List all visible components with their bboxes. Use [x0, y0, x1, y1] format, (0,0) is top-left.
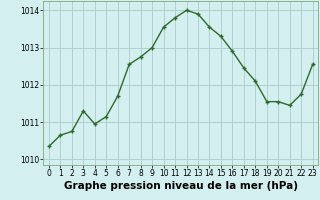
- X-axis label: Graphe pression niveau de la mer (hPa): Graphe pression niveau de la mer (hPa): [64, 181, 298, 191]
